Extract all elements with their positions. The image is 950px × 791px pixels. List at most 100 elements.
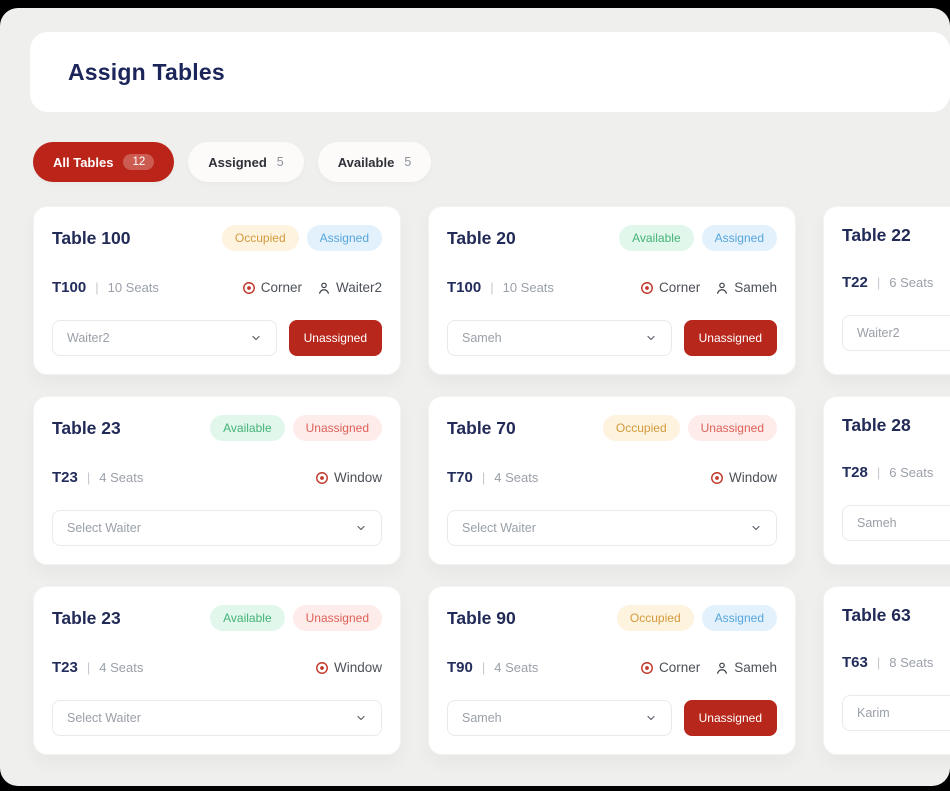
table-name: Table 23 bbox=[52, 417, 121, 438]
table-code: T22 bbox=[842, 274, 868, 291]
table-location: Window bbox=[315, 470, 382, 485]
status-badges: Available Unassigned bbox=[210, 605, 382, 631]
table-code: T100 bbox=[447, 279, 482, 296]
waiter-select[interactable]: Karim bbox=[842, 695, 950, 731]
filter-all-tables[interactable]: All Tables 12 bbox=[33, 142, 175, 182]
card-header-row: Table 100 Occupied Assigned bbox=[52, 225, 382, 251]
unassign-button[interactable]: Unassigned bbox=[683, 700, 777, 736]
waiter-select-value: Select Waiter bbox=[67, 521, 141, 535]
person-icon bbox=[717, 282, 728, 294]
filter-count: 5 bbox=[404, 155, 412, 169]
table-details: Window bbox=[315, 470, 382, 485]
status-badges: Occupied Assigned bbox=[616, 605, 777, 631]
waiter-select[interactable]: Sameh bbox=[842, 505, 950, 541]
card-actions-row: Sameh Unassigned bbox=[447, 320, 777, 356]
table-details: Corner Sameh bbox=[640, 280, 777, 295]
waiter-label: Waiter2 bbox=[335, 280, 382, 295]
card-header-row: Table 63 bbox=[842, 605, 950, 626]
location-label: Window bbox=[728, 470, 777, 485]
status-badge-unassigned: Unassigned bbox=[292, 415, 382, 441]
waiter-select-value: Waiter2 bbox=[857, 326, 900, 340]
table-name: Table 100 bbox=[52, 227, 131, 248]
person-icon bbox=[319, 282, 329, 294]
table-name: Table 28 bbox=[842, 415, 911, 435]
card-info-row: T100 | 10 Seats Corner Sameh bbox=[447, 279, 777, 296]
unassign-button[interactable]: Unassigned bbox=[288, 320, 382, 356]
location-label: Corner bbox=[658, 660, 701, 675]
card-info-row: T70 | 4 Seats Window bbox=[447, 469, 777, 486]
filter-assigned[interactable]: Assigned 5 bbox=[188, 142, 304, 182]
table-name: Table 22 bbox=[842, 225, 911, 245]
location-icon bbox=[242, 281, 255, 294]
table-card: Table 90 Occupied Assigned T90 | 4 Seats … bbox=[428, 586, 796, 755]
table-name: Table 23 bbox=[52, 607, 121, 628]
separator: | bbox=[481, 660, 486, 675]
table-name: Table 90 bbox=[447, 607, 516, 628]
waiter-select[interactable]: Select Waiter bbox=[447, 510, 777, 546]
card-header-row: Table 23 Available Unassigned bbox=[52, 605, 382, 631]
table-meta: T23 | 4 Seats bbox=[52, 469, 143, 486]
status-badges: Available Unassigned bbox=[210, 415, 382, 441]
chevron-down-icon bbox=[647, 715, 655, 721]
card-info-row: T22 | 6 Seats bbox=[842, 274, 950, 291]
table-seats: 10 Seats bbox=[502, 280, 554, 295]
location-label: Window bbox=[333, 660, 382, 675]
separator: | bbox=[95, 280, 99, 295]
status-badges: Available Assigned bbox=[619, 225, 777, 251]
card-info-row: T23 | 4 Seats Window bbox=[52, 659, 382, 676]
filter-count: 5 bbox=[276, 155, 284, 169]
table-code: T28 bbox=[842, 464, 868, 481]
waiter-select[interactable]: Waiter2 bbox=[842, 315, 950, 351]
waiter-select[interactable]: Waiter2 bbox=[52, 320, 277, 356]
location-icon bbox=[711, 471, 723, 484]
table-card: Table 28 T28 | 6 Seats Sameh bbox=[823, 396, 950, 565]
card-info-row: T23 | 4 Seats Window bbox=[52, 469, 382, 486]
filter-available[interactable]: Available 5 bbox=[317, 142, 432, 182]
status-badge-available: Available bbox=[210, 605, 285, 631]
separator: | bbox=[481, 470, 486, 485]
waiter-label: Sameh bbox=[734, 280, 777, 295]
page-header: Assign Tables bbox=[30, 32, 950, 112]
table-card: Table 63 T63 | 8 Seats Karim bbox=[823, 586, 950, 755]
status-badge-assigned: Assigned bbox=[701, 605, 777, 631]
waiter-select[interactable]: Sameh bbox=[447, 700, 672, 736]
table-card: Table 22 T22 | 6 Seats Waiter2 bbox=[823, 206, 950, 375]
location-label: Corner bbox=[658, 280, 701, 295]
table-location: Window bbox=[710, 470, 777, 485]
waiter-select[interactable]: Sameh bbox=[447, 320, 672, 356]
card-actions-row: Waiter2 bbox=[842, 315, 950, 351]
unassign-button[interactable]: Unassigned bbox=[683, 320, 777, 356]
status-badge-occupied: Occupied bbox=[221, 225, 299, 251]
table-code: T63 bbox=[842, 654, 868, 671]
waiter-label: Sameh bbox=[734, 660, 777, 675]
table-name: Table 63 bbox=[842, 605, 911, 625]
table-meta: T100 | 10 Seats bbox=[447, 279, 554, 296]
filter-label: Assigned bbox=[208, 154, 267, 170]
table-seats: 6 Seats bbox=[889, 275, 934, 290]
table-seats: 4 Seats bbox=[99, 660, 144, 675]
table-location: Corner bbox=[242, 280, 302, 295]
table-seats: 4 Seats bbox=[494, 660, 539, 675]
card-header-row: Table 22 bbox=[842, 225, 950, 246]
table-meta: T63 | 8 Seats bbox=[842, 654, 933, 671]
separator: | bbox=[86, 470, 91, 485]
separator: | bbox=[876, 655, 881, 670]
table-code: T23 bbox=[52, 469, 78, 486]
table-meta: T23 | 4 Seats bbox=[52, 659, 143, 676]
table-meta: T90 | 4 Seats bbox=[447, 659, 538, 676]
chevron-down-icon bbox=[357, 715, 365, 721]
card-actions-row: Select Waiter bbox=[52, 510, 382, 546]
card-actions-row: Sameh Unassigned bbox=[447, 700, 777, 736]
waiter-select-value: Sameh bbox=[462, 711, 502, 725]
location-icon bbox=[641, 661, 653, 674]
status-badges: Occupied Assigned bbox=[221, 225, 382, 251]
status-badge-assigned: Assigned bbox=[306, 225, 382, 251]
table-card: Table 23 Available Unassigned T23 | 4 Sea… bbox=[33, 396, 401, 565]
table-details: Corner Sameh bbox=[640, 660, 777, 675]
table-location: Window bbox=[315, 660, 382, 675]
card-info-row: T28 | 6 Seats bbox=[842, 464, 950, 481]
waiter-select[interactable]: Select Waiter bbox=[52, 510, 382, 546]
table-details: Window bbox=[710, 470, 777, 485]
waiter-select[interactable]: Select Waiter bbox=[52, 700, 382, 736]
waiter-select-value: Karim bbox=[857, 706, 890, 720]
